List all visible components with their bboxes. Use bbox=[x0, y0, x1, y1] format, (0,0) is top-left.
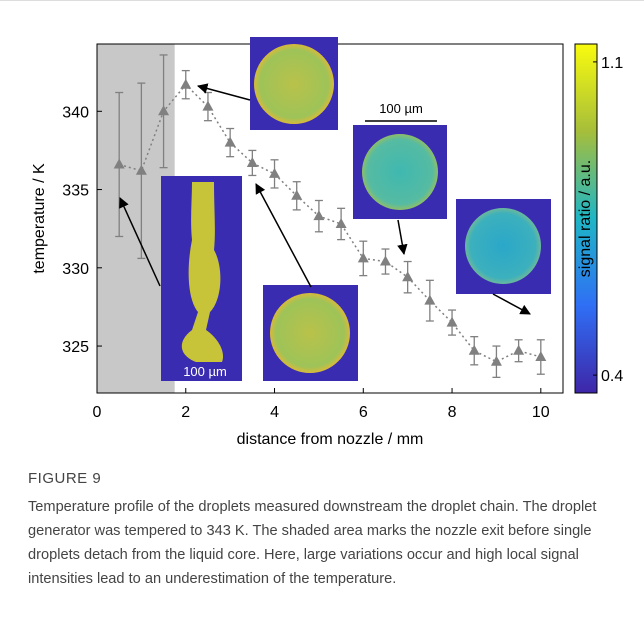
arrow bbox=[493, 294, 530, 314]
data-point bbox=[247, 157, 258, 167]
y-tick-label: 335 bbox=[62, 183, 89, 200]
arrow bbox=[398, 220, 404, 254]
data-point bbox=[269, 168, 280, 178]
data-point bbox=[513, 345, 524, 355]
data-point bbox=[291, 190, 302, 200]
insets: 100 µm 100 µm bbox=[120, 37, 551, 384]
x-tick-label: 0 bbox=[93, 404, 102, 421]
colorbar-tick-label: 0.4 bbox=[601, 368, 623, 385]
scale-bar-label: 100 µm bbox=[379, 101, 423, 116]
data-point bbox=[402, 271, 413, 281]
figure-label: FIGURE 9 bbox=[28, 470, 628, 487]
data-point bbox=[380, 256, 391, 266]
y-axis-label: temperature / K bbox=[31, 163, 48, 274]
x-axis-label: distance from nozzle / mm bbox=[237, 431, 424, 448]
x-tick-label: 2 bbox=[181, 404, 190, 421]
data-point bbox=[447, 317, 458, 327]
x-tick-label: 4 bbox=[270, 404, 279, 421]
colorbar-label: signal ratio / a.u. bbox=[577, 160, 594, 277]
data-point bbox=[180, 79, 191, 89]
caption-text: Temperature profile of the droplets meas… bbox=[28, 495, 628, 591]
droplet bbox=[362, 134, 438, 210]
droplet bbox=[270, 293, 350, 373]
x-tick-label: 8 bbox=[448, 404, 457, 421]
figure: 0 2 4 6 8 10 325 330 335 340 distance from nozzle … bbox=[0, 0, 644, 460]
x-tick-label: 6 bbox=[359, 404, 368, 421]
scale-bar-label: 100 µm bbox=[183, 364, 227, 379]
data-point bbox=[535, 351, 546, 361]
y-tick-label: 325 bbox=[62, 339, 89, 356]
data-point bbox=[491, 356, 502, 366]
x-tick-label: 10 bbox=[532, 404, 550, 421]
page: 0 2 4 6 8 10 325 330 335 340 distance from nozzle … bbox=[0, 0, 644, 635]
data-point bbox=[313, 210, 324, 220]
data-point bbox=[358, 252, 369, 262]
y-tick-label: 330 bbox=[62, 261, 89, 278]
arrow bbox=[256, 184, 311, 287]
y-tick-label: 340 bbox=[62, 104, 89, 121]
data-point bbox=[225, 137, 236, 147]
colorbar-tick-label: 1.1 bbox=[601, 55, 623, 72]
droplet bbox=[465, 208, 541, 284]
data-point bbox=[469, 345, 480, 355]
droplet bbox=[254, 44, 334, 124]
caption: FIGURE 9 Temperature profile of the drop… bbox=[28, 470, 628, 591]
